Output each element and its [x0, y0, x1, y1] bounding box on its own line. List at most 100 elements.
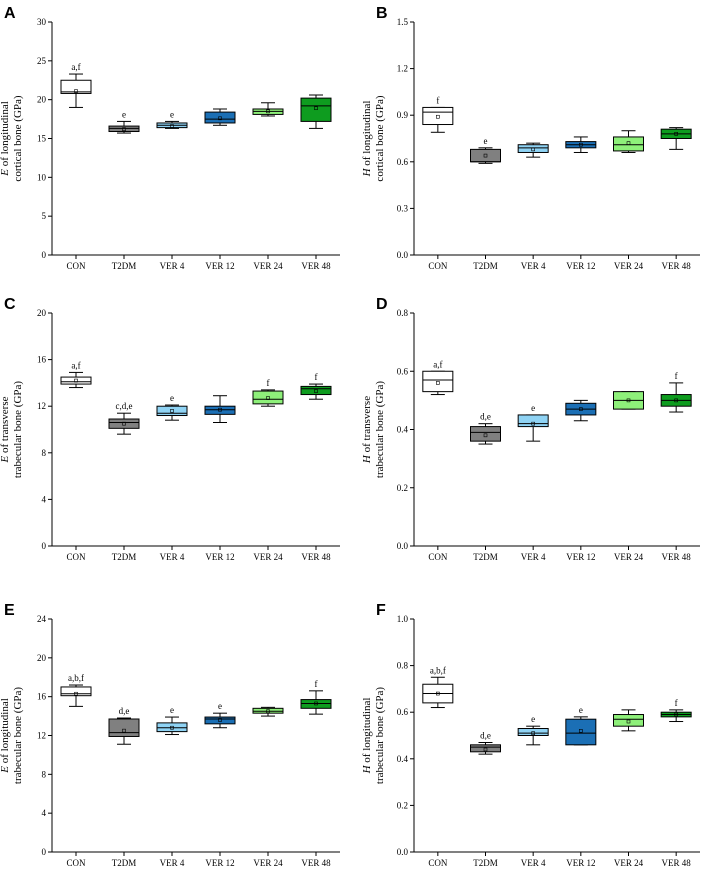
mean-marker — [74, 691, 78, 696]
x-tick-label: T2DM — [112, 858, 137, 868]
y-tick-label: 0.6 — [397, 366, 409, 376]
box-ver-24 — [613, 709, 644, 732]
panel-C: C 0 4 8 12 16 20 E of transverse trabecular bone… — [0, 296, 340, 562]
mean-marker — [579, 142, 583, 147]
x-tick-label: VER 4 — [521, 552, 546, 562]
mean-marker — [74, 89, 78, 93]
y-tick-label: 0.2 — [397, 483, 408, 493]
box-t2dm: e — [108, 109, 140, 134]
box-iqr — [422, 106, 454, 126]
x-tick-label: VER 48 — [301, 552, 331, 562]
box-iqr — [252, 390, 284, 405]
panel-E: E 0 4 8 12 16 20 24 E of longitudinal trabecular … — [0, 602, 340, 868]
panel-letter: A — [4, 5, 16, 22]
panel-letter: E — [4, 602, 15, 619]
significance-label: e — [170, 109, 174, 119]
mean-marker — [122, 127, 126, 131]
mean-marker — [218, 718, 222, 722]
y-tick-label: 4 — [42, 494, 47, 504]
mean-marker — [436, 691, 440, 696]
mean-marker — [626, 141, 631, 145]
significance-label: d,e — [119, 706, 130, 716]
mean-marker — [674, 132, 678, 136]
box-t2dm: d,e — [108, 706, 140, 745]
significance-label: e — [579, 705, 583, 715]
box-iqr — [300, 385, 332, 396]
box-iqr — [565, 718, 597, 746]
y-axis-label-line2: trabecular bone (GPa) — [374, 687, 386, 784]
box-ver-4: e — [156, 705, 188, 736]
significance-label: d,e — [480, 412, 491, 422]
y-tick-label: 12 — [37, 401, 46, 411]
mean-marker — [170, 409, 174, 413]
y-axis-label: H of longitudinal — [361, 101, 373, 178]
y-axis-label: E of longitudinal — [0, 101, 11, 177]
mean-marker — [531, 731, 535, 735]
y-tick-label: 25 — [37, 56, 47, 66]
panel-A: A 0 5 10 15 20 25 30 E of longitudinal cortical b… — [0, 5, 340, 271]
mean-marker — [483, 747, 488, 752]
box-ver-12 — [565, 399, 597, 422]
box-iqr — [108, 418, 140, 429]
box-ver-4 — [517, 142, 549, 158]
box-ver-4: e — [156, 109, 188, 129]
significance-label: e — [531, 403, 535, 413]
x-tick-label: VER 12 — [566, 261, 595, 271]
significance-label: a,f — [433, 359, 442, 369]
significance-label: f — [675, 698, 678, 708]
x-tick-label: VER 4 — [521, 858, 546, 868]
mean-marker — [314, 389, 318, 393]
box-iqr — [204, 111, 236, 124]
significance-label: d,e — [480, 730, 491, 740]
box-ver-48 — [660, 127, 692, 150]
y-tick-label: 1.0 — [397, 614, 409, 624]
y-axis-label-line2: cortical bone (GPa) — [374, 95, 386, 181]
y-tick-label: 0.4 — [397, 754, 409, 764]
significance-label: a,b,f — [430, 665, 446, 675]
y-axis-label-symbol: H — [361, 764, 373, 774]
y-axis-label-symbol: E — [0, 766, 11, 774]
mean-marker — [483, 433, 488, 438]
significance-label: f — [267, 378, 270, 388]
x-tick-label: CON — [428, 858, 448, 868]
box-con: f — [422, 95, 454, 133]
y-tick-label: 30 — [37, 17, 47, 27]
box-ver-24: f — [252, 378, 284, 407]
mean-marker — [314, 106, 318, 111]
panel-letter: C — [4, 296, 16, 313]
mean-marker — [122, 421, 126, 426]
panel-D: D 0.0 0.2 0.4 0.6 0.8 H of transverse trabecula… — [361, 296, 700, 562]
x-tick-label: VER 12 — [205, 261, 234, 271]
box-iqr — [517, 728, 549, 737]
y-axis-label-text: of longitudinal — [0, 698, 11, 766]
panel-letter: B — [376, 5, 388, 22]
mean-marker — [266, 709, 270, 714]
x-tick-label: VER 24 — [253, 552, 283, 562]
y-tick-label: 0.8 — [397, 308, 409, 318]
mean-marker — [314, 701, 318, 706]
box-t2dm: c,d,e — [108, 401, 140, 435]
box-iqr — [204, 716, 236, 725]
y-tick-label: 1.2 — [397, 64, 408, 74]
box-iqr — [204, 405, 236, 415]
box-t2dm: e — [470, 136, 501, 164]
x-tick-label: VER 4 — [521, 261, 546, 271]
mean-marker — [266, 109, 270, 114]
y-axis-label-symbol: E — [0, 169, 11, 177]
y-tick-label: 10 — [37, 172, 47, 182]
box-iqr — [60, 376, 92, 385]
x-tick-label: T2DM — [473, 552, 498, 562]
box-iqr — [470, 744, 501, 753]
y-tick-label: 0.0 — [397, 541, 409, 551]
y-tick-label: 0.9 — [397, 110, 409, 120]
panel-letter: D — [376, 296, 388, 313]
box-con: a,b,f — [60, 673, 92, 707]
box-ver-4: e — [156, 393, 188, 421]
mean-marker — [74, 378, 78, 383]
box-ver-4: e — [517, 714, 549, 746]
box-ver-12: e — [204, 701, 236, 729]
x-tick-label: VER 48 — [301, 261, 331, 271]
x-tick-label: VER 12 — [205, 858, 234, 868]
box-iqr — [613, 136, 644, 152]
x-tick-label: VER 4 — [160, 858, 185, 868]
